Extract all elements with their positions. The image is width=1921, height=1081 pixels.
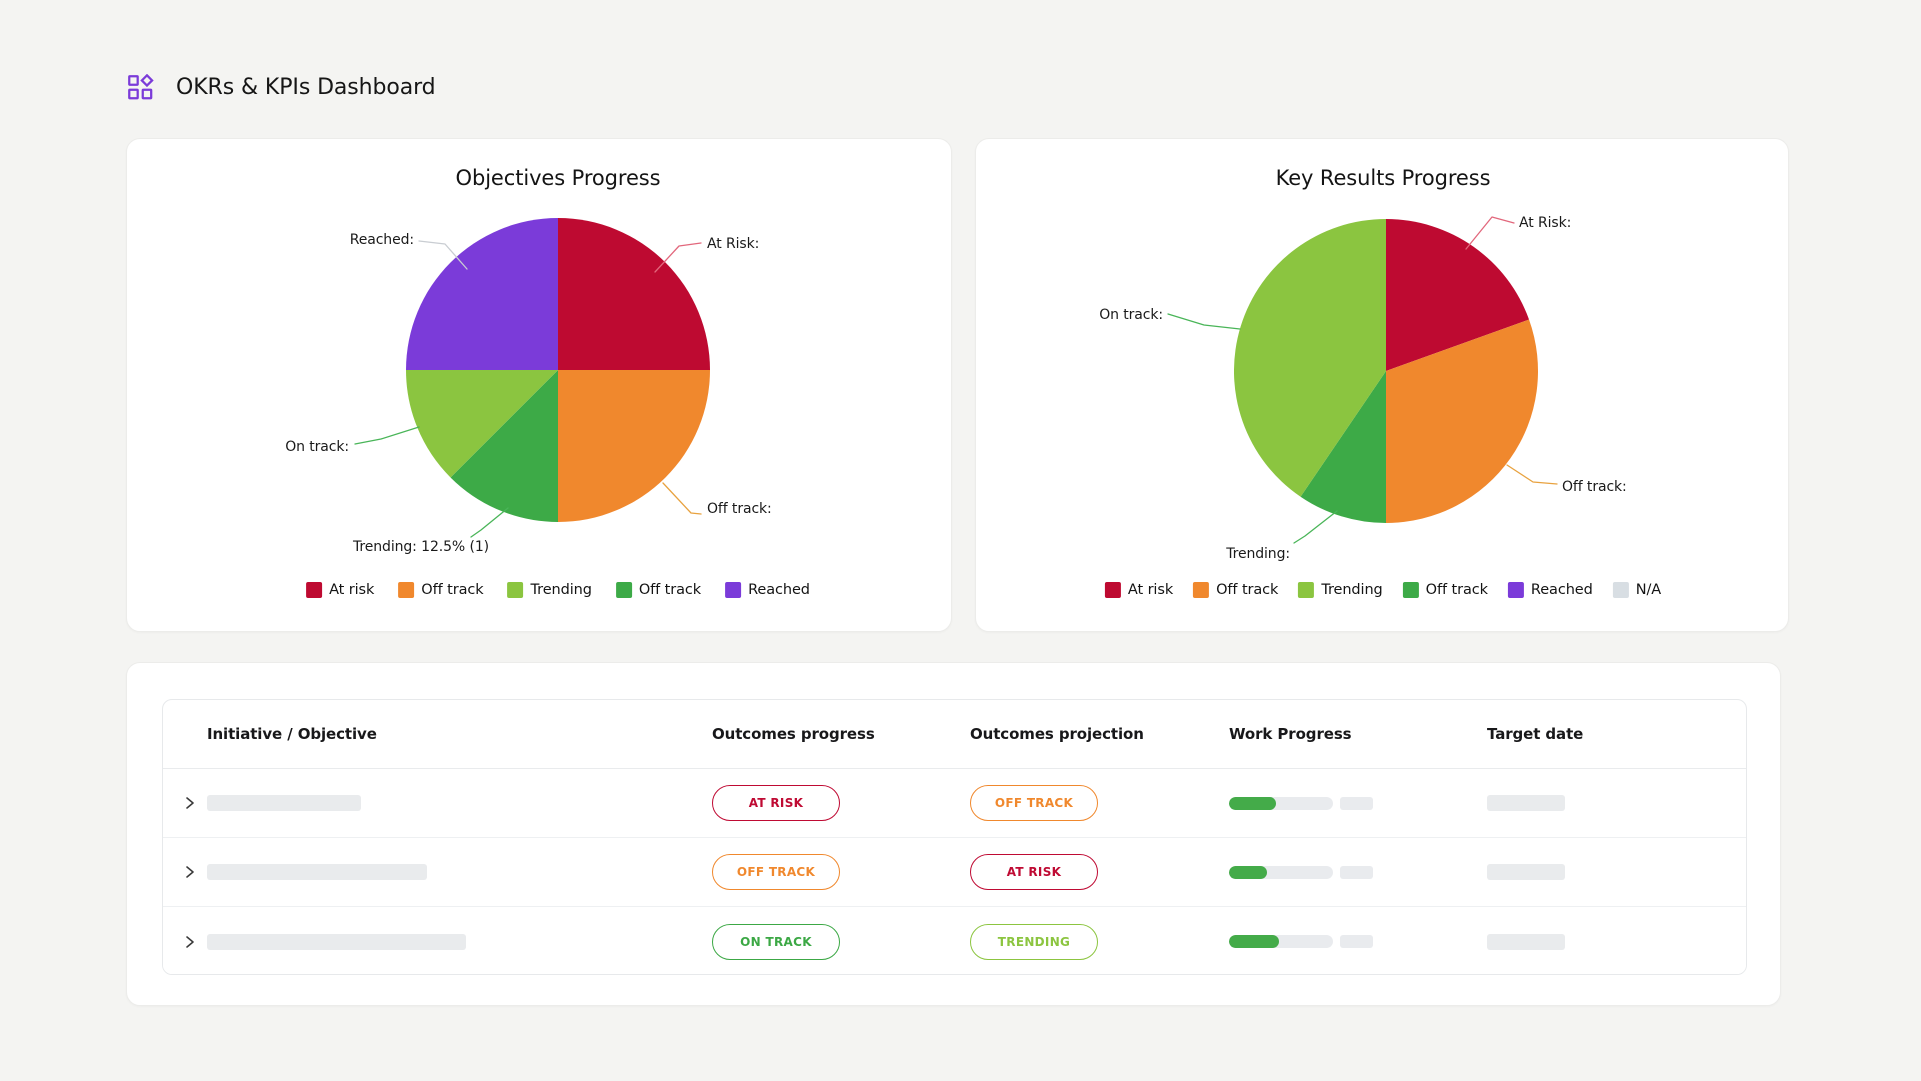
pie-slice [450,370,558,522]
legend-swatch-icon [725,582,742,598]
legend-swatch-icon [1104,582,1121,598]
pie-slice [1234,219,1386,497]
target-date-placeholder [1487,864,1565,880]
col-header-outcomes-progress: Outcomes progress [712,725,875,743]
legend-label: Off track [1425,582,1488,598]
legend-swatch-icon [1402,582,1419,598]
pie-slice [406,218,558,370]
callout-trending: Trending: 12.5% (1) [353,539,489,555]
legend-item: Reached [725,582,810,598]
legend-label: At risk [1127,582,1174,598]
pie-slice [558,370,710,522]
pie-slice [1386,319,1538,523]
legend-swatch-icon [306,582,323,598]
key-results-legend: At risk Off track Trending Off track Reached… [1104,582,1662,598]
outcomes-projection-badge: AT RISK [970,854,1098,890]
initiative-name-placeholder [207,795,361,811]
pie-slice [558,218,710,370]
table-header-row: Initiative / Objective Outcomes progress… [163,700,1746,769]
expand-chevron-icon[interactable] [184,934,196,950]
legend-item: Reached [1507,582,1593,598]
legend-item: Off track [1402,582,1488,598]
initiative-name-placeholder [207,933,466,950]
legend-item: Off track [1193,582,1278,598]
key-results-chart-title: Key Results Progress [1275,166,1491,190]
legend-item: At risk [1104,582,1174,598]
legend-label: Reached [1530,582,1593,598]
outcomes-progress-badge: OFF TRACK [712,854,840,890]
okr-table: Initiative / Objective Outcomes progress… [162,699,1747,975]
work-progress-fill [1229,865,1268,879]
table-row[interactable]: ON TRACK TRENDING [163,907,1746,974]
work-progress-secondary-placeholder [1340,865,1373,879]
legend-item: Off track [398,582,484,598]
work-progress-secondary-placeholder [1340,796,1373,810]
pie-slice [1386,219,1530,371]
table-row[interactable]: AT RISK OFF TRACK [163,769,1746,838]
pie-slice [1300,371,1386,523]
dashboard-icon [128,74,154,100]
pie-slice [406,370,558,478]
callout-reached: Reached: [349,232,414,248]
work-progress-bar [1229,796,1333,810]
legend-label: Off track [421,582,484,598]
legend-label: Off track [638,582,702,598]
callout-on-track: On track: [1099,307,1163,323]
work-progress-fill [1229,935,1279,948]
table-row[interactable]: OFF TRACK AT RISK [163,838,1746,907]
target-date-placeholder [1487,933,1565,950]
legend-swatch-icon [507,582,524,598]
col-header-outcomes-projection: Outcomes projection [970,725,1144,743]
outcomes-projection-badge: OFF TRACK [970,785,1098,821]
callout-on-track: On track: [285,439,349,455]
col-header-target-date: Target date [1487,725,1584,743]
legend-swatch-icon [1193,582,1210,598]
work-progress-bar [1229,865,1333,879]
outcomes-progress-badge: AT RISK [712,785,840,821]
page-header: OKRs & KPIs Dashboard [127,74,436,101]
work-progress-secondary-placeholder [1340,935,1373,948]
legend-item: Trending [507,582,592,598]
legend-label: At risk [329,582,375,598]
objectives-chart-title: Objectives Progress [455,166,661,190]
page-title: OKRs & KPIs Dashboard [176,75,436,100]
legend-swatch-icon [1298,582,1315,598]
legend-label: Trending [1321,582,1383,598]
expand-chevron-icon[interactable] [184,864,196,880]
callout-off-track: Off track: [707,501,772,517]
legend-item: N/A [1612,582,1662,598]
legend-item: Off track [615,582,702,598]
legend-swatch-icon [615,582,632,598]
legend-label: Reached [748,582,810,598]
col-header-initiative: Initiative / Objective [207,725,377,743]
initiative-name-placeholder [207,864,427,880]
objectives-legend: At risk Off track Trending Off track Reached [306,582,810,598]
callout-at-risk: At Risk: [707,236,760,252]
work-progress-fill [1229,796,1276,810]
objectives-progress-card: Objectives Progress Reached: At Risk: Of… [126,138,952,632]
work-progress-bar [1229,935,1333,948]
callout-trending: Trending: [1226,546,1290,562]
callout-at-risk: At Risk: [1519,215,1572,231]
legend-swatch-icon [398,582,415,598]
key-results-progress-card: Key Results Progress At Risk: On track: … [975,138,1789,632]
col-header-work-progress: Work Progress [1229,725,1352,743]
legend-item: At risk [306,582,374,598]
legend-item: Trending [1298,582,1383,598]
target-date-placeholder [1487,795,1565,811]
expand-chevron-icon[interactable] [184,795,196,811]
okr-table-card: Initiative / Objective Outcomes progress… [126,662,1781,1006]
legend-label: Off track [1216,582,1279,598]
callout-off-track: Off track: [1562,479,1627,495]
legend-label: N/A [1635,582,1662,598]
legend-swatch-icon [1507,582,1524,598]
legend-swatch-icon [1612,582,1629,598]
legend-label: Trending [530,582,592,598]
outcomes-progress-badge: ON TRACK [712,923,840,960]
outcomes-projection-badge: TRENDING [970,923,1098,960]
objectives-pie-chart [406,218,710,522]
key-results-pie-chart [1234,219,1538,523]
